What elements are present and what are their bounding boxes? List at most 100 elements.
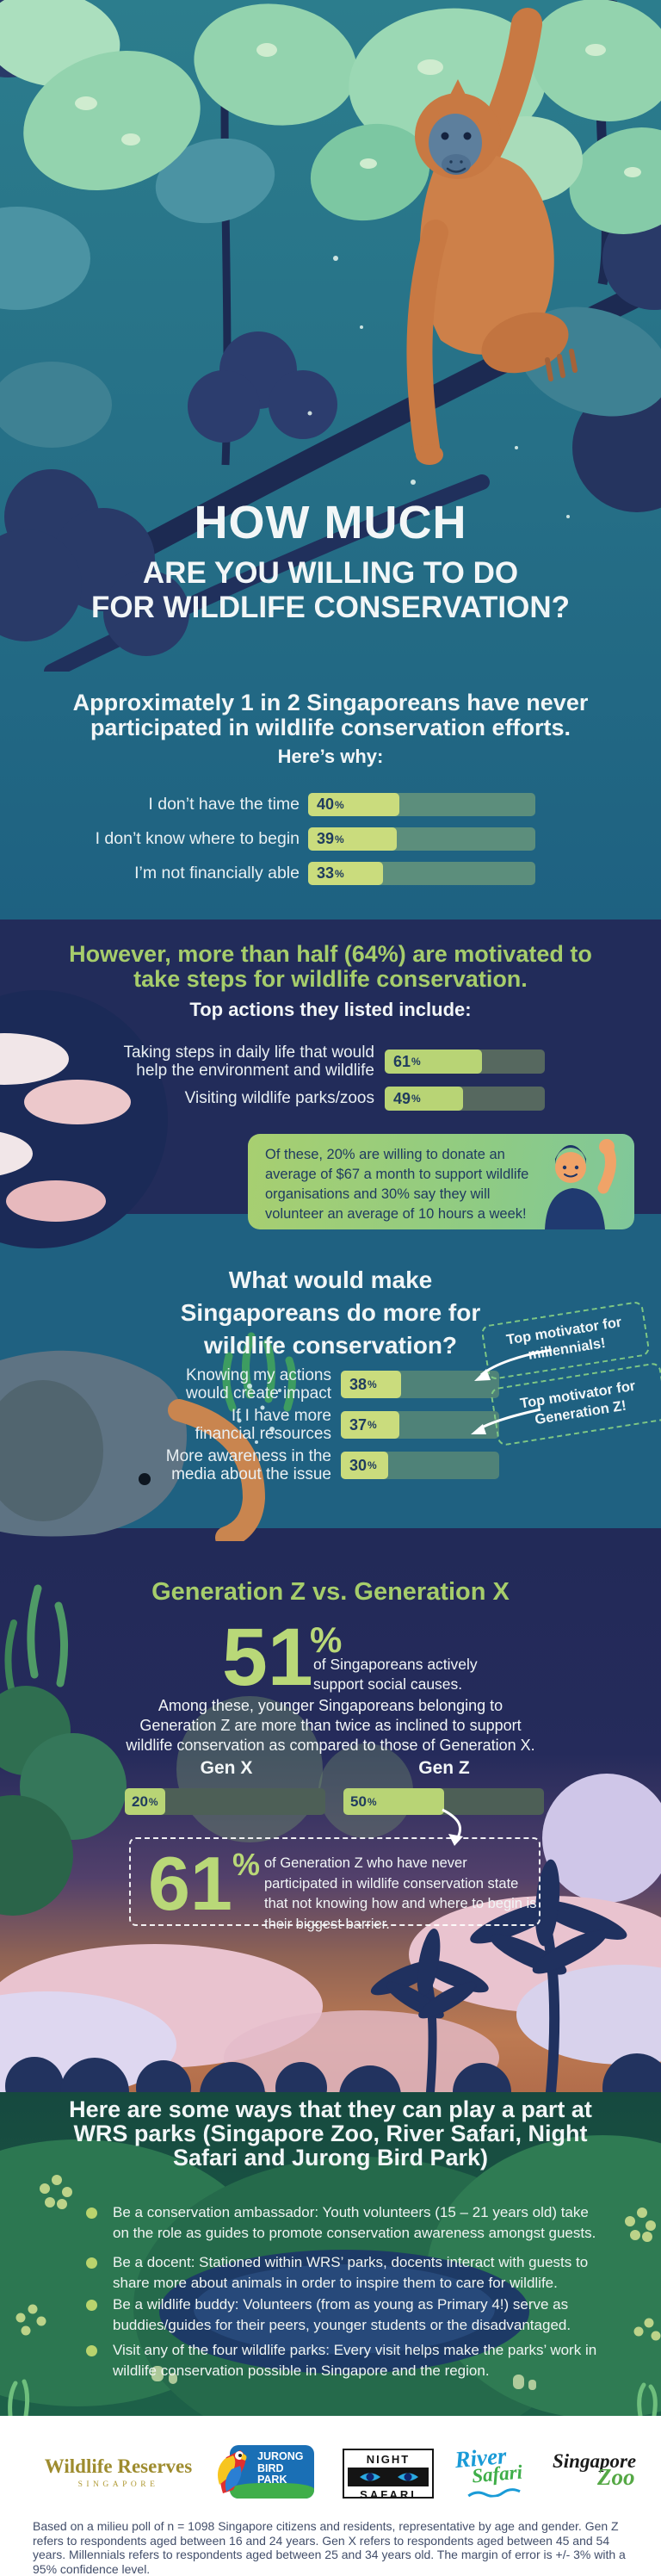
- cat-eyes-icon: [348, 2468, 429, 2486]
- bar-fill: 40%: [308, 793, 399, 816]
- bar-row: 39%: [308, 827, 535, 851]
- bar-fill: 30%: [341, 1452, 389, 1479]
- gen-x-label: Gen X: [200, 1758, 253, 1778]
- river-safari-logo: River Safari: [454, 2440, 540, 2505]
- bar-fill: 37%: [341, 1411, 400, 1439]
- sunset-clouds-illustration: [0, 1584, 661, 2092]
- water-spray: [237, 1384, 281, 1444]
- bar-label: Visiting wildlife parks/zoos: [184, 1089, 374, 1107]
- mint-leaves: [0, 0, 661, 234]
- ways-bullet: Be a conservation ambassador: Youth volu…: [113, 2204, 596, 2241]
- ways-bullet: Be a wildlife buddy: Volunteers (from as…: [113, 2296, 571, 2333]
- bar-value: 33: [317, 864, 335, 882]
- sparkle-dots: [307, 256, 570, 518]
- curved-arrow: [474, 1348, 553, 1381]
- percent-sign: %: [411, 1093, 421, 1105]
- ways-bullet: Be a docent: Stationed within WRS’ parks…: [113, 2254, 589, 2291]
- bar-label: Knowing my actions would create impact: [186, 1366, 331, 1403]
- bar-value: 30: [349, 1456, 368, 1474]
- barrier-callout: 61 % of Generation Z who have never part…: [129, 1837, 541, 1932]
- bar-row: 61%: [385, 1050, 545, 1074]
- palm-tree-silhouette: [370, 1859, 627, 2092]
- orangutan-illustration: [406, 8, 578, 465]
- flower-clusters: [15, 2175, 661, 2341]
- percent-sign: %: [367, 1795, 377, 1808]
- bar-fill: 61%: [385, 1050, 483, 1074]
- bar-value: 39: [317, 830, 335, 847]
- big-stat-51-unit: %: [310, 1619, 343, 1660]
- bar-fill: 33%: [308, 862, 384, 885]
- bar-fill: 50%: [343, 1788, 444, 1815]
- big-stat-caption: of Singaporeans actively support social c…: [313, 1656, 478, 1693]
- bar-fill: 49%: [385, 1087, 464, 1111]
- footer-band: [0, 2416, 661, 2576]
- bar-value: 20: [132, 1793, 148, 1810]
- bar-fill: 38%: [341, 1371, 401, 1398]
- jungle-canopy-illustration: [0, 0, 661, 672]
- bar-row: 33%: [308, 862, 535, 885]
- big-stat-51: 51: [222, 1612, 313, 1703]
- gen-x-bar: 20%: [125, 1788, 325, 1815]
- big-stat-61-unit: %: [232, 1847, 261, 1882]
- bar-fill: 39%: [308, 827, 397, 851]
- bullet-dot: [86, 2300, 97, 2311]
- earth-illustration: [0, 990, 168, 1248]
- bullet-dot: [86, 2208, 97, 2219]
- curved-arrow: [471, 1408, 541, 1434]
- bar-label: I’m not financially able: [134, 864, 300, 882]
- donation-callout: Of these, 20% are willing to donate an a…: [248, 1134, 634, 1229]
- motivated-subheading: Top actions they listed include:: [189, 999, 472, 1020]
- percent-sign: %: [148, 1795, 158, 1808]
- generations-paragraph: Among these, younger Singaporeans belong…: [126, 1697, 535, 1754]
- generations-heading: Generation Z vs. Generation X: [151, 1578, 510, 1606]
- percent-sign: %: [411, 1056, 421, 1068]
- percent-sign: %: [335, 798, 344, 811]
- main-title-line3: FOR WILDLIFE CONSERVATION?: [90, 591, 571, 624]
- bar-value: 37: [349, 1415, 368, 1434]
- reasons-subheading: Here’s why:: [277, 746, 384, 767]
- donation-callout-text: Of these, 20% are willing to donate an a…: [265, 1147, 529, 1222]
- wave-icon: [467, 2488, 521, 2498]
- motivated-heading: However, more than half (64%) are motiva…: [69, 941, 592, 992]
- percent-sign: %: [368, 1378, 377, 1390]
- percent-sign: %: [335, 867, 344, 880]
- bar-value: 50: [350, 1793, 367, 1810]
- bar-value: 49: [393, 1089, 411, 1107]
- waving-man-illustration: [545, 1139, 617, 1229]
- do-more-heading: What would make Singaporeans do more for…: [180, 1266, 481, 1359]
- bar-row: 49%: [385, 1087, 545, 1111]
- bullet-dot: [86, 2257, 97, 2269]
- grass-tufts: [8, 2379, 658, 2416]
- bar-value: 40: [317, 796, 335, 813]
- mushrooms: [151, 2366, 536, 2390]
- percent-sign: %: [335, 833, 344, 845]
- bar-row: 30%: [341, 1452, 499, 1479]
- night-safari-logo: NIGHT SAFARI: [343, 2449, 434, 2501]
- bar-value: 61: [393, 1052, 411, 1070]
- bar-value: 38: [349, 1375, 368, 1393]
- survey-disclaimer: Based on a milieu poll of n = 1098 Singa…: [33, 2519, 626, 2576]
- parrot-icon: [218, 2450, 247, 2493]
- ways-heading: Here are some ways that they can play a …: [69, 2096, 592, 2170]
- ways-bullet: Visit any of the four wildlife parks: Ev…: [113, 2342, 597, 2379]
- jurong-bird-park-logo: JURONG BIRD PARK: [214, 2445, 314, 2499]
- barrier-callout-text: of Generation Z who have never participa…: [264, 1855, 537, 1932]
- big-stat-61: 61: [148, 1841, 232, 1926]
- bar-fill: 20%: [125, 1788, 165, 1815]
- bar-row: 40%: [308, 793, 535, 816]
- bar-label: More awareness in the media about the iss…: [165, 1447, 331, 1483]
- main-title-line1: HOW MUCH: [194, 497, 467, 548]
- bar-label: Taking steps in daily life that would hel…: [123, 1043, 375, 1080]
- hills-pond-illustration: [0, 2135, 661, 2416]
- curved-arrow: [442, 1808, 463, 1846]
- bullet-dot: [86, 2345, 97, 2356]
- bar-row: 38%: [341, 1371, 499, 1398]
- elephant-illustration: [0, 1332, 296, 1541]
- bar-label: I don’t know where to begin: [95, 829, 300, 848]
- seaweed-illustration: [222, 1332, 296, 1412]
- bar-label: I don’t have the time: [148, 795, 300, 814]
- bush-silhouettes: [5, 2053, 661, 2092]
- percent-sign: %: [368, 1419, 377, 1431]
- reasons-heading: Approximately 1 in 2 Singaporeans have n…: [72, 690, 589, 740]
